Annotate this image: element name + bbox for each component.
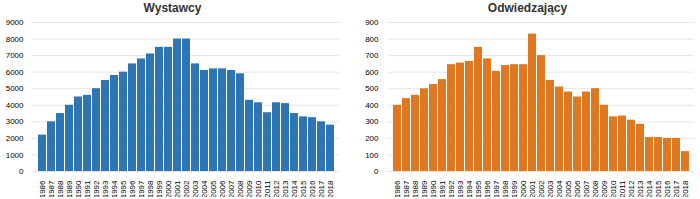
svg-text:2008: 2008 (236, 180, 245, 197)
svg-text:2010: 2010 (254, 180, 263, 197)
svg-text:100: 100 (365, 151, 379, 160)
svg-text:2006: 2006 (573, 180, 582, 197)
svg-text:1998: 1998 (501, 180, 510, 197)
svg-text:1999: 1999 (155, 180, 164, 197)
svg-text:1000: 1000 (6, 151, 24, 160)
svg-text:9000: 9000 (6, 18, 24, 27)
svg-text:2001: 2001 (528, 180, 537, 197)
svg-text:1992: 1992 (92, 180, 101, 197)
html-text:Wystawcy: Wystawcy (143, 1, 202, 15)
svg-text:2013: 2013 (281, 180, 290, 197)
svg-text:1988: 1988 (411, 180, 420, 197)
svg-text:200: 200 (365, 134, 379, 143)
svg-text:2017: 2017 (317, 180, 326, 197)
svg-text:2015: 2015 (299, 180, 308, 197)
svg-text:2000: 2000 (6, 134, 24, 143)
svg-text:2000: 2000 (164, 180, 173, 197)
svg-text:3000: 3000 (6, 117, 24, 126)
svg-text:1995: 1995 (119, 180, 128, 197)
html-text:Odwiedzający: Odwiedzający (487, 1, 568, 15)
svg-text:2014: 2014 (645, 180, 654, 197)
svg-text:2013: 2013 (636, 180, 645, 197)
svg-text:2007: 2007 (582, 180, 591, 197)
svg-text:1989: 1989 (420, 180, 429, 197)
svg-text:1993: 1993 (456, 180, 465, 197)
svg-text:7000: 7000 (6, 51, 24, 60)
svg-text:1987: 1987 (402, 180, 411, 197)
svg-text:2015: 2015 (654, 180, 663, 197)
svg-text:1990: 1990 (74, 180, 83, 197)
svg-text:1991: 1991 (83, 180, 92, 197)
svg-text:600: 600 (365, 68, 379, 77)
svg-text:1996: 1996 (128, 180, 137, 197)
svg-text:1996: 1996 (483, 180, 492, 197)
svg-text:800: 800 (365, 35, 379, 44)
svg-text:1994: 1994 (110, 180, 119, 197)
svg-text:400: 400 (365, 101, 379, 110)
svg-text:300: 300 (365, 117, 379, 126)
svg-text:2016: 2016 (663, 180, 672, 197)
svg-text:2002: 2002 (537, 180, 546, 197)
svg-text:4000: 4000 (6, 101, 24, 110)
svg-text:2005: 2005 (564, 180, 573, 197)
svg-text:0: 0 (374, 167, 379, 176)
svg-text:2011: 2011 (263, 180, 272, 197)
svg-text:1993: 1993 (101, 180, 110, 197)
svg-text:1991: 1991 (438, 180, 447, 197)
svg-text:2003: 2003 (546, 180, 555, 197)
svg-text:1995: 1995 (474, 180, 483, 197)
svg-text:1997: 1997 (492, 180, 501, 197)
svg-text:1988: 1988 (56, 180, 65, 197)
svg-text:2002: 2002 (182, 180, 191, 197)
svg-text:2014: 2014 (290, 180, 299, 197)
svg-text:2004: 2004 (555, 180, 564, 197)
svg-text:6000: 6000 (6, 68, 24, 77)
svg-text:2006: 2006 (218, 180, 227, 197)
svg-text:2010: 2010 (609, 180, 618, 197)
svg-text:1992: 1992 (447, 180, 456, 197)
svg-text:2018: 2018 (681, 180, 690, 197)
svg-text:0: 0 (19, 167, 24, 176)
svg-text:1986: 1986 (38, 180, 47, 197)
svg-text:500: 500 (365, 84, 379, 93)
svg-text:5000: 5000 (6, 84, 24, 93)
svg-text:1997: 1997 (137, 180, 146, 197)
svg-text:2018: 2018 (326, 180, 335, 197)
svg-text:2007: 2007 (227, 180, 236, 197)
svg-text:1998: 1998 (146, 180, 155, 197)
svg-text:2011: 2011 (618, 180, 627, 197)
svg-text:2017: 2017 (672, 180, 681, 197)
svg-text:900: 900 (365, 18, 379, 27)
svg-text:1990: 1990 (429, 180, 438, 197)
svg-text:2009: 2009 (600, 180, 609, 197)
svg-text:1989: 1989 (65, 180, 74, 197)
svg-text:700: 700 (365, 51, 379, 60)
svg-text:2003: 2003 (191, 180, 200, 197)
svg-text:2009: 2009 (245, 180, 254, 197)
svg-text:1994: 1994 (465, 180, 474, 197)
svg-text:2012: 2012 (272, 180, 281, 197)
svg-text:2008: 2008 (591, 180, 600, 197)
svg-text:2001: 2001 (173, 180, 182, 197)
svg-text:2005: 2005 (209, 180, 218, 197)
svg-text:8000: 8000 (6, 35, 24, 44)
svg-text:2004: 2004 (200, 180, 209, 197)
svg-text:1987: 1987 (47, 180, 56, 197)
svg-text:1999: 1999 (510, 180, 519, 197)
svg-text:2016: 2016 (308, 180, 317, 197)
svg-text:2012: 2012 (627, 180, 636, 197)
svg-text:1986: 1986 (393, 180, 402, 197)
svg-text:2000: 2000 (519, 180, 528, 197)
